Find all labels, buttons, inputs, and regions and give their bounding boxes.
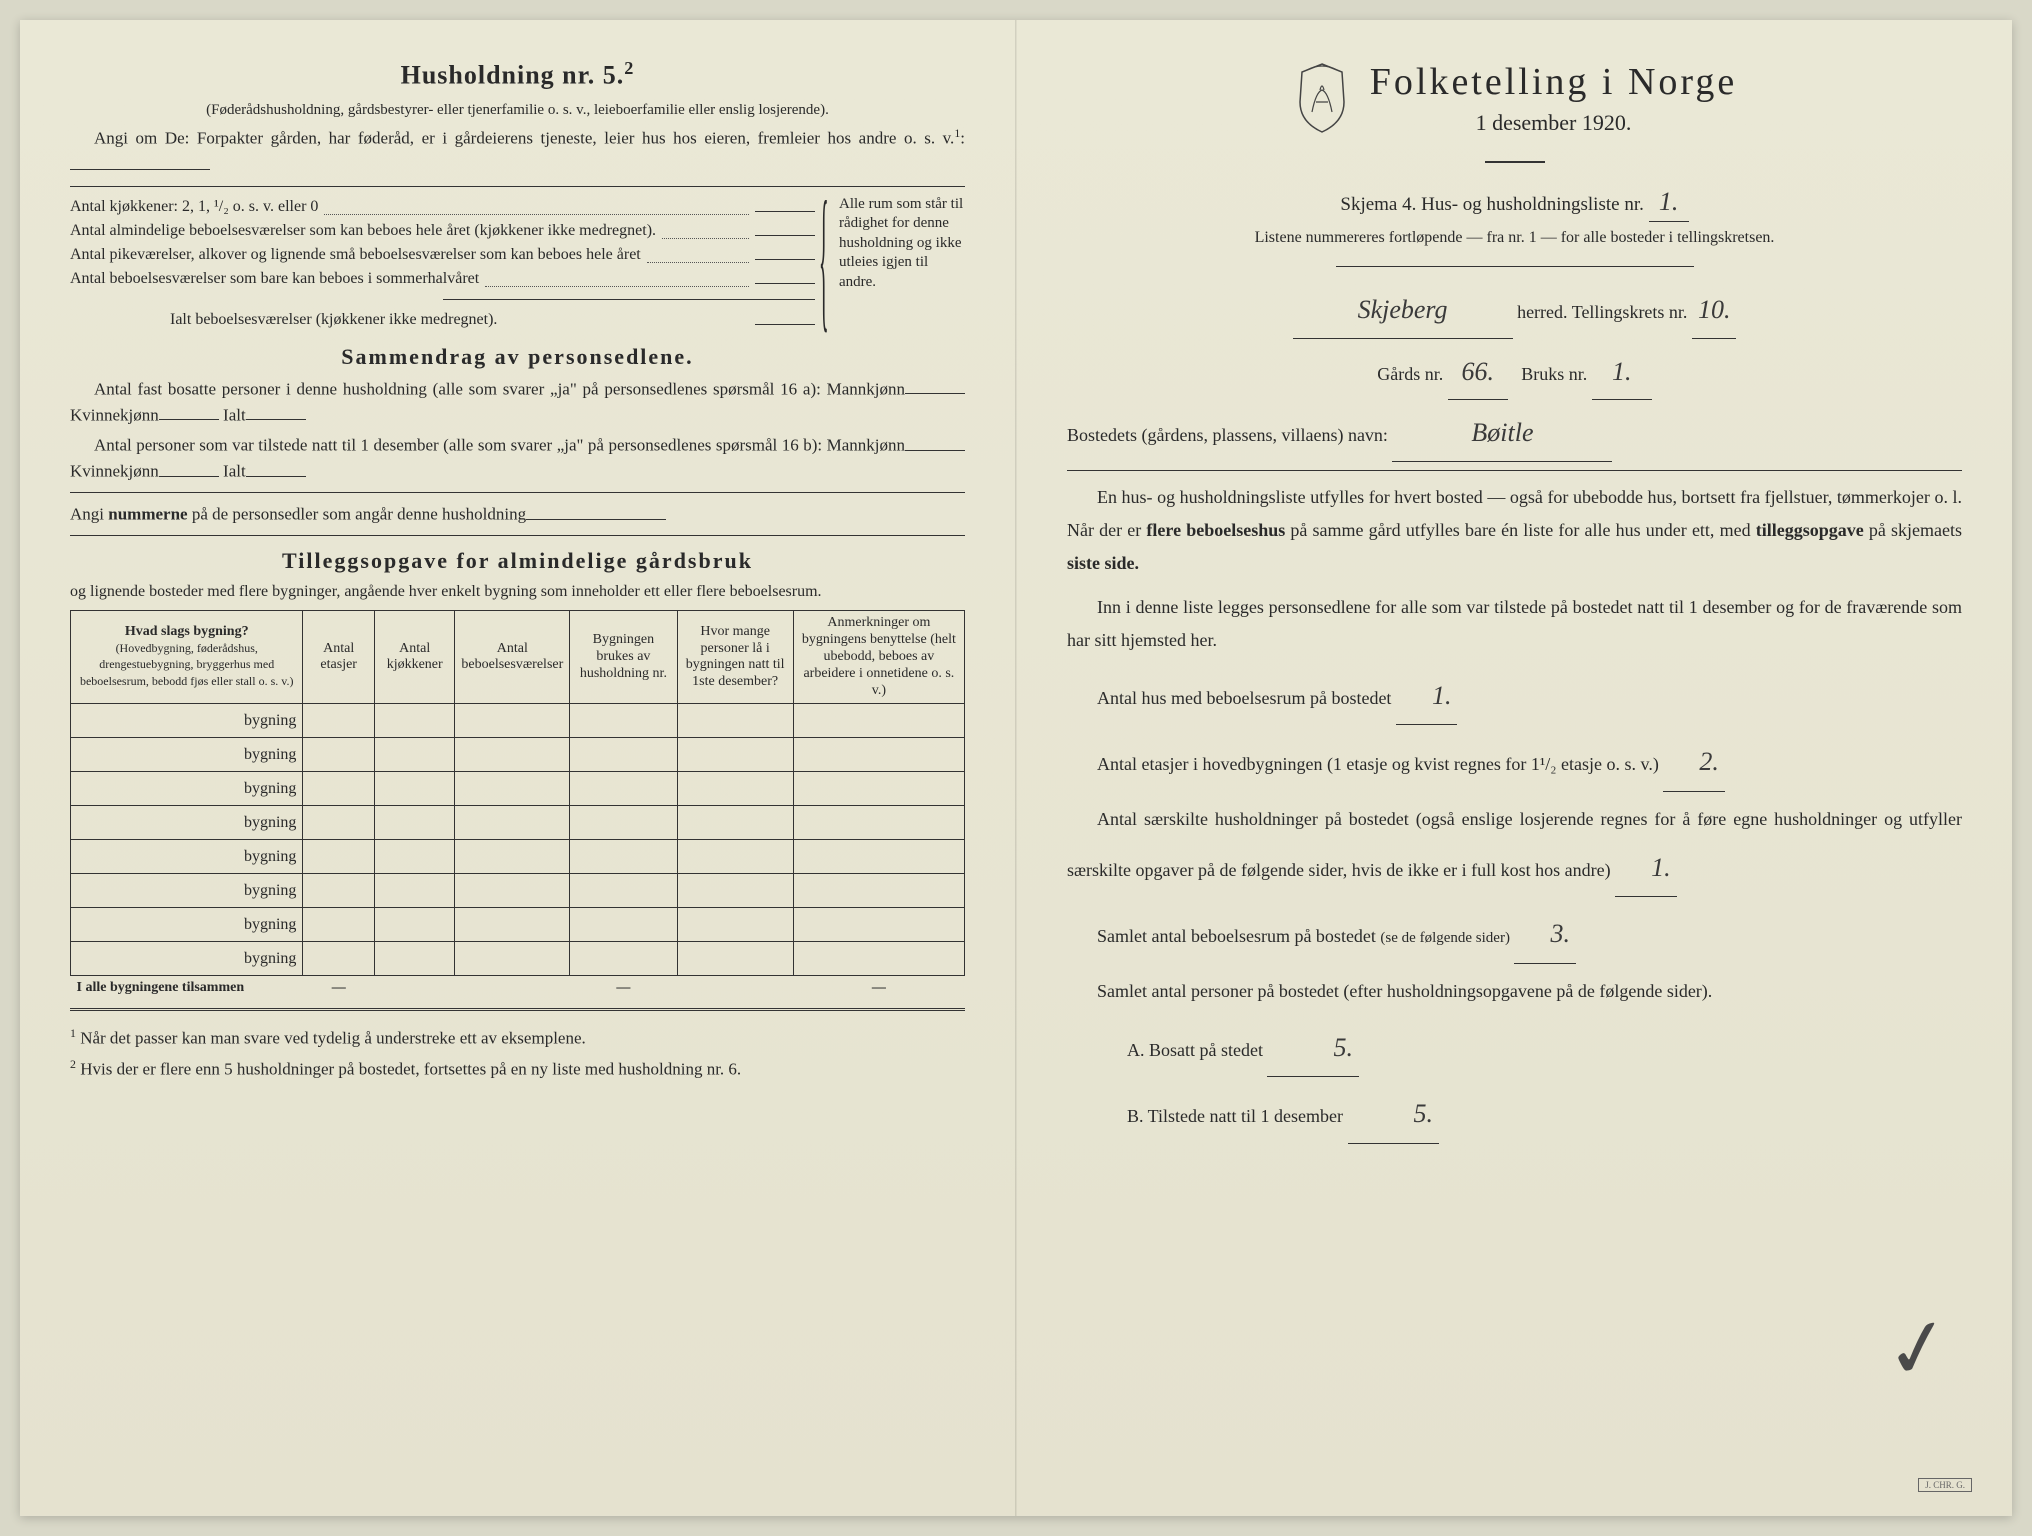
instructions-para2: Inn i denne liste legges personsedlene f…	[1067, 591, 1962, 658]
col6-header: Hvor mange personer lå i bygningen natt …	[677, 611, 793, 704]
tillegg-title: Tilleggsopgave for almindelige gårdsbruk	[70, 548, 965, 574]
table-row: bygning	[71, 874, 965, 908]
table-row: bygning	[71, 772, 965, 806]
table-total-row: I alle bygningene tilsammen———	[71, 976, 965, 1001]
q1-line: Antal hus med beboelsesrum på bostedet 1…	[1067, 667, 1962, 725]
title-block: Folketelling i Norge 1 desember 1920.	[1067, 60, 1962, 136]
room3-line: Antal beboelsesværelser som bare kan beb…	[70, 267, 479, 291]
col5-header: Bygningen brukes av husholdning nr.	[570, 611, 677, 704]
bosted-line: Bostedets (gårdens, plassens, villaens) …	[1067, 406, 1962, 462]
document-spread: Husholdning nr. 5.2 (Føderådshusholdning…	[20, 20, 2012, 1516]
herred-line: Skjeberg herred. Tellingskrets nr. 10.	[1067, 283, 1962, 339]
table-row: bygning	[71, 942, 965, 976]
rooms-block: Antal kjøkkener: 2, 1, ¹/₂ o. s. v. elle…	[70, 195, 965, 332]
q4-line: Samlet antal beboelsesrum på bostedet (s…	[1067, 905, 1962, 963]
footnotes: 1 Når det passer kan man svare ved tydel…	[70, 1025, 965, 1081]
coat-of-arms-icon	[1292, 62, 1352, 134]
room2-line: Antal pikeværelser, alkover og lignende …	[70, 243, 641, 267]
col4-header: Antal beboelsesværelser	[455, 611, 570, 704]
col7-header: Anmerkninger om bygningens benyttelse (h…	[793, 611, 964, 704]
table-row: bygning	[71, 908, 965, 942]
table-row: bygning	[71, 738, 965, 772]
angi-num-line: Angi nummerne på de personsedler som ang…	[70, 501, 965, 527]
q2-line: Antal etasjer i hovedbygningen (1 etasje…	[1067, 733, 1962, 791]
angi-line: Angi om De: Forpakter gården, har føderå…	[70, 125, 965, 177]
tillegg-sub: og lignende bosteder med flere bygninger…	[70, 580, 965, 604]
main-title: Folketelling i Norge	[1370, 60, 1738, 104]
instructions-para1: En hus- og husholdningsliste utfylles fo…	[1067, 481, 1962, 581]
col2-header: Antal etasjer	[303, 611, 375, 704]
bracket-note: Alle rum som står til rådighet for denne…	[825, 195, 965, 332]
table-row: bygning	[71, 704, 965, 738]
q5-line: Samlet antal personer på bostedet (efter…	[1067, 972, 1962, 1012]
subtitle-date: 1 desember 1920.	[1370, 110, 1738, 136]
kjokken-line: Antal kjøkkener: 2, 1, ¹/₂ o. s. v. elle…	[70, 195, 318, 219]
q3-line: Antal særskilte husholdninger på bostede…	[1067, 800, 1962, 898]
building-table: Hvad slags bygning? (Hovedbygning, føder…	[70, 610, 965, 1000]
qB-line: B. Tilstede natt til 1 desember 5.	[1067, 1085, 1962, 1143]
sd-line2: Antal personer som var tilstede natt til…	[70, 432, 965, 484]
gard-line: Gårds nr. 66. Bruks nr. 1.	[1067, 345, 1962, 401]
sammendrag-title: Sammendrag av personsedlene.	[70, 344, 965, 370]
right-page: Folketelling i Norge 1 desember 1920. Sk…	[1016, 20, 2012, 1516]
section-h5-title: Husholdning nr. 5.2	[70, 58, 965, 91]
room-total-line: Ialt beboelsesværelser (kjøkkener ikke m…	[170, 308, 497, 332]
table-row: bygning	[71, 840, 965, 874]
printer-stamp: J. CHR. G.	[1918, 1478, 1972, 1492]
sd-line1: Antal fast bosatte personer i denne hush…	[70, 376, 965, 428]
listene-note: Listene nummereres fortløpende — fra nr.…	[1067, 226, 1962, 250]
qA-line: A. Bosatt på stedet 5.	[1067, 1019, 1962, 1077]
h5-subtitle: (Føderådshusholdning, gårdsbestyrer- ell…	[70, 99, 965, 122]
room1-line: Antal almindelige beboelsesværelser som …	[70, 219, 656, 243]
table-row: bygning	[71, 806, 965, 840]
left-page: Husholdning nr. 5.2 (Føderådshusholdning…	[20, 20, 1016, 1516]
col1-header: Hvad slags bygning? (Hovedbygning, føder…	[71, 611, 303, 704]
divider-icon	[1067, 150, 1962, 168]
skjema-line: Skjema 4. Hus- og husholdningsliste nr. …	[1067, 182, 1962, 222]
col3-header: Antal kjøkkener	[374, 611, 454, 704]
checkmark-icon: ✓	[1877, 1297, 1959, 1401]
